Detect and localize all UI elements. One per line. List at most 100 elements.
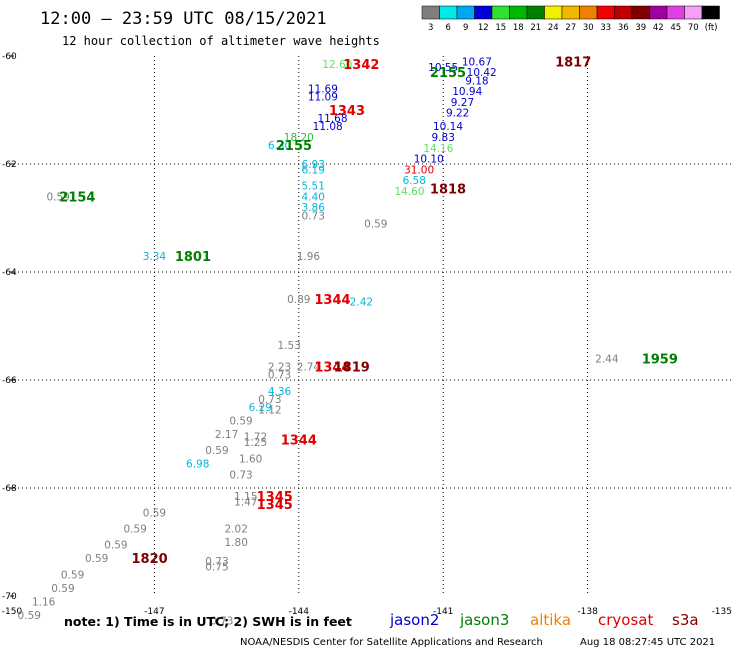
wave-height-label: 1.53	[277, 340, 300, 352]
wave-height-label: 10.42	[467, 67, 497, 79]
wave-height-label: 1.12	[258, 405, 281, 417]
pass-time-label: 1345	[257, 490, 293, 505]
pass-time-label: 2155	[430, 66, 466, 81]
x-tick-label: -135	[712, 607, 732, 617]
wave-height-label: 3.34	[143, 251, 167, 263]
wave-height-label: 3.86	[302, 202, 326, 214]
colorbar-label: 3	[428, 23, 433, 33]
colorbar-legend: 3 6 9 12 15 18 21 24 27 30 33 36 39 42 45 70 (ft)	[421, 5, 720, 33]
colorbar-swatch	[631, 5, 650, 20]
wave-height-label: 0.59	[205, 445, 228, 457]
satellite-legend-jason3: jason3	[459, 611, 509, 629]
colorbar-label: 6	[446, 23, 451, 33]
wave-height-label: 31.00	[404, 164, 434, 176]
footnote: note: 1) Time is in UTC; 2) SWH is in fe…	[64, 614, 352, 629]
wave-height-label: 2.74	[297, 362, 321, 374]
wave-height-labels: 12.60 10.55 10.6710.429.1810.949.279.2210.…	[18, 56, 619, 627]
wave-height-label: 0.73	[205, 556, 228, 568]
x-tick-label: -138	[577, 607, 598, 617]
wave-height-label: 0.73	[258, 394, 281, 406]
wave-height-label: 10.14	[433, 121, 463, 133]
pass-time-label: 1343	[329, 104, 365, 119]
colorbar-label: 18	[513, 23, 524, 33]
wave-height-label: 6.58	[403, 175, 426, 187]
pass-time-label: 1818	[430, 182, 466, 197]
wave-height-label: 0.75	[205, 561, 228, 573]
colorbar-swatch	[474, 5, 493, 20]
colorbar-label: 24	[548, 23, 559, 33]
colorbar-label: 39	[635, 23, 646, 33]
colorbar-swatch	[614, 5, 633, 20]
colorbar-label: 21	[530, 23, 541, 33]
wave-height-label: 11.09	[308, 92, 338, 104]
wave-height-label: 10.10	[414, 154, 444, 166]
wave-height-label: 2.02	[225, 524, 248, 536]
wave-height-label: 14.60	[394, 186, 424, 198]
colorbar-label: 36	[618, 23, 629, 33]
wave-height-label: 12.60	[322, 59, 352, 71]
colorbar-label: 45	[670, 23, 681, 33]
wave-height-label: 2.23	[268, 362, 291, 374]
satellite-legend-cryosat: cryosat	[598, 611, 653, 629]
plot-grid	[10, 56, 732, 596]
y-tick-label: -64	[2, 268, 17, 278]
wave-height-label: 1.25	[244, 437, 267, 449]
wave-height-label: 6.30	[268, 140, 291, 152]
wave-height-label: 18.20	[284, 132, 314, 144]
wave-height-label: 0.59	[46, 191, 69, 203]
x-tick-label: -144	[289, 607, 310, 617]
pass-time-labels: 1342 1343 1817 2155 2155 1818 2154 1801 1344 1344…	[59, 55, 678, 567]
colorbar-label: 9	[463, 23, 468, 33]
satellite-legend-altika: altika	[530, 611, 571, 629]
wave-height-label: 1.47	[234, 497, 257, 509]
wave-height-label: 0.73	[268, 370, 291, 382]
wave-height-label: 1.60	[239, 453, 262, 465]
y-tick-label: -68	[2, 484, 17, 494]
wave-height-label: 10.67	[462, 56, 492, 68]
x-tick-label: -150	[2, 607, 23, 617]
colorbar-swatch	[701, 5, 720, 20]
pass-time-label: 1817	[555, 55, 591, 70]
colorbar-label: 30	[583, 23, 594, 33]
chart-subtitle: 12 hour collection of altimeter wave hei…	[62, 34, 380, 48]
x-tick-label: -141	[433, 607, 453, 617]
colorbar-swatch	[579, 5, 598, 20]
wave-height-label: 0.59	[61, 569, 84, 581]
colorbar-swatch	[456, 5, 475, 20]
y-tick-label: -70	[2, 592, 17, 602]
wave-height-label: 6.19	[302, 164, 325, 176]
wave-height-label: 10.55	[428, 62, 458, 74]
wave-height-label: 0.73	[210, 615, 233, 627]
colorbar-swatch	[421, 5, 440, 20]
wave-height-label: 0.89	[287, 294, 310, 306]
pass-time-label: 1344	[314, 361, 350, 376]
wave-height-label: 6.98	[186, 459, 209, 471]
credit-text: NOAA/NESDIS Center for Satellite Applica…	[240, 637, 543, 648]
colorbar-swatch	[561, 5, 580, 20]
wave-height-label: 0.59	[364, 218, 387, 230]
wave-height-label: 6.29	[249, 402, 272, 414]
y-tick-label: -62	[2, 160, 17, 170]
pass-time-label: 1345	[257, 498, 293, 513]
colorbar-swatch	[684, 5, 703, 20]
pass-time-label: 1819	[334, 361, 370, 376]
wave-height-label: 1.15	[234, 491, 257, 503]
wave-height-label: 0.59	[51, 583, 74, 595]
pass-time-label: 1820	[131, 552, 167, 567]
colorbar-label: 27	[565, 23, 576, 33]
y-tick-label: -66	[2, 376, 17, 386]
wave-height-label: 0.59	[123, 524, 146, 536]
wave-height-label: 9.22	[446, 108, 469, 120]
colorbar-swatch	[596, 5, 615, 20]
colorbar-label: 33	[600, 23, 611, 33]
colorbar-label: 42	[653, 23, 664, 33]
colorbar-swatch	[439, 5, 458, 20]
axis-ticks: -60 -62 -64 -66 -68 -70 -150 -147 -144 -141 -138 -1…	[2, 52, 732, 617]
wave-height-label: 9.18	[465, 75, 488, 87]
pass-time-label: 1959	[642, 352, 678, 367]
wave-height-label: 2.42	[350, 297, 373, 309]
wave-height-label: 0.59	[229, 416, 252, 428]
colorbar-swatch	[544, 5, 563, 20]
y-tick-label: -60	[2, 52, 17, 62]
